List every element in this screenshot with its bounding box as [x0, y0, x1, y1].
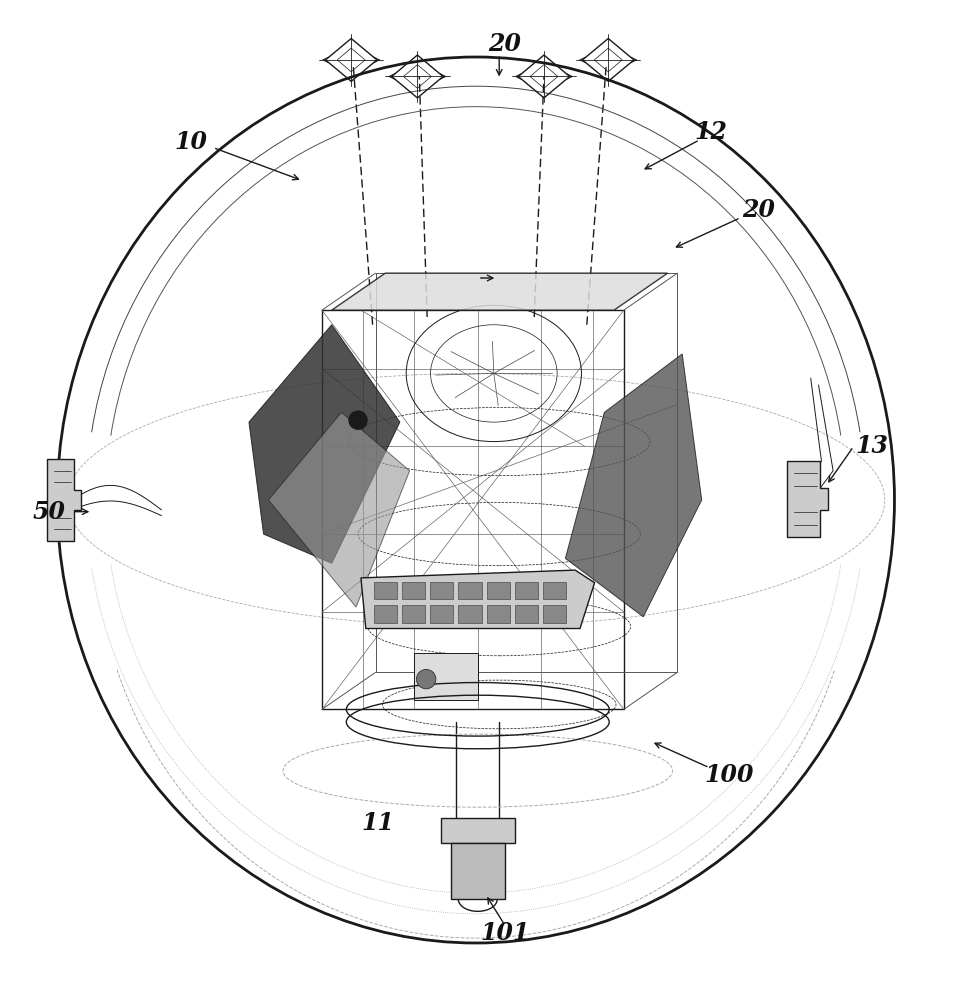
Bar [515, 582, 538, 599]
Text: 20: 20 [488, 32, 522, 56]
Polygon shape [249, 325, 400, 563]
Text: 10: 10 [175, 130, 207, 154]
Polygon shape [361, 570, 595, 629]
Bar [515, 605, 538, 623]
Text: 100: 100 [704, 763, 754, 787]
Bar [414, 653, 478, 700]
Bar [441, 818, 515, 843]
Polygon shape [332, 273, 668, 310]
Bar [458, 605, 482, 623]
Text: 12: 12 [695, 120, 728, 144]
Bar [450, 843, 505, 899]
Bar [458, 582, 482, 599]
Text: 11: 11 [362, 811, 395, 835]
Bar [487, 605, 510, 623]
Text: 50: 50 [33, 500, 66, 524]
Bar [430, 582, 453, 599]
Text: 13: 13 [856, 434, 888, 458]
Text: 101: 101 [481, 921, 529, 945]
Bar [430, 605, 453, 623]
Polygon shape [268, 412, 410, 607]
Polygon shape [566, 354, 702, 617]
Bar [543, 582, 566, 599]
Bar [402, 605, 425, 623]
Text: 20: 20 [742, 198, 775, 222]
Polygon shape [788, 461, 829, 537]
Circle shape [348, 410, 368, 430]
Bar [543, 605, 566, 623]
Bar [373, 582, 397, 599]
Bar [487, 582, 510, 599]
Bar [373, 605, 397, 623]
Circle shape [416, 669, 436, 689]
Bar [402, 582, 425, 599]
Polygon shape [48, 459, 81, 541]
